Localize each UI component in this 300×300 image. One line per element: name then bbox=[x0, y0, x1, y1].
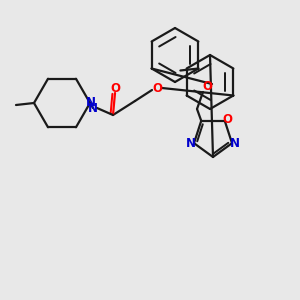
Text: N: N bbox=[230, 137, 240, 150]
Text: O: O bbox=[110, 82, 120, 94]
Text: N: N bbox=[186, 137, 196, 150]
Text: O: O bbox=[223, 113, 233, 126]
Text: N: N bbox=[86, 97, 96, 110]
Text: O: O bbox=[152, 82, 162, 95]
Text: N: N bbox=[88, 101, 98, 115]
Text: O: O bbox=[202, 80, 212, 94]
